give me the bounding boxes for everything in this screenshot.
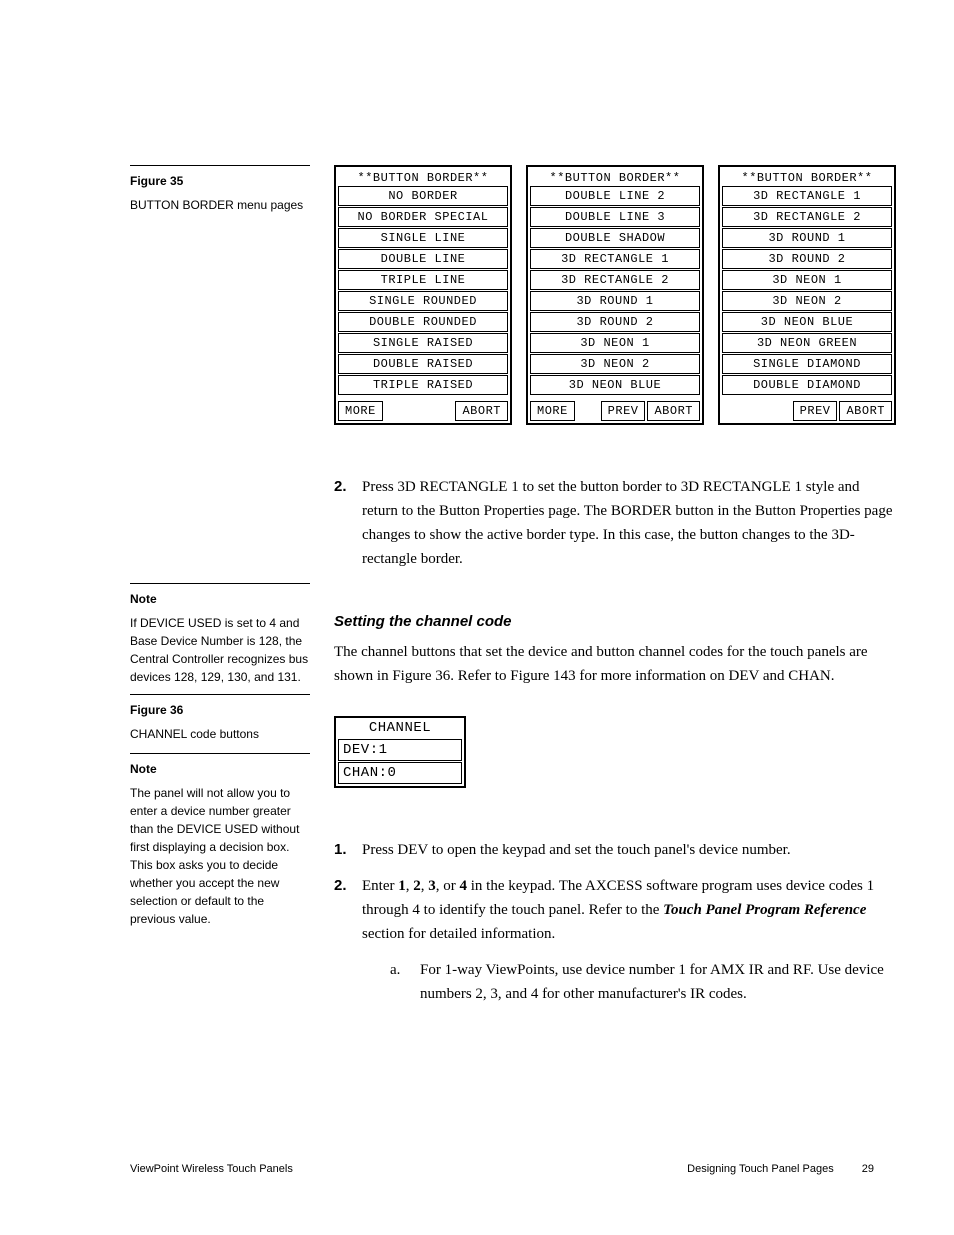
menu-title: **BUTTON BORDER**: [722, 169, 892, 185]
menu-item[interactable]: NO BORDER: [338, 186, 508, 206]
menu-item[interactable]: NO BORDER SPECIAL: [338, 207, 508, 227]
fig35-caption: BUTTON BORDER menu pages: [130, 196, 310, 214]
abort-button[interactable]: ABORT: [647, 401, 700, 421]
note1-block: Note If DEVICE USED is set to 4 and Base…: [130, 583, 310, 695]
menu-item[interactable]: SINGLE ROUNDED: [338, 291, 508, 311]
menu-item[interactable]: SINGLE DIAMOND: [722, 354, 892, 374]
menu-item[interactable]: 3D ROUND 1: [722, 228, 892, 248]
menu-item[interactable]: SINGLE LINE: [338, 228, 508, 248]
menu-item[interactable]: 3D ROUND 1: [530, 291, 700, 311]
menu-title: **BUTTON BORDER**: [530, 169, 700, 185]
menu-item[interactable]: DOUBLE LINE 3: [530, 207, 700, 227]
menu-item[interactable]: DOUBLE SHADOW: [530, 228, 700, 248]
substep-text: For 1-way ViewPoints, use device number …: [420, 958, 896, 1006]
t: , or: [436, 878, 460, 894]
abort-button[interactable]: ABORT: [839, 401, 892, 421]
step-number: 1.: [334, 838, 352, 862]
footer-section: Designing Touch Panel Pages: [687, 1163, 834, 1175]
intro-paragraph: The channel buttons that set the device …: [334, 640, 896, 688]
fig35-label: Figure 35: [130, 172, 310, 190]
subheading-channel-code: Setting the channel code: [334, 613, 896, 630]
page-grid: Figure 35 BUTTON BORDER menu pages **BUT…: [130, 165, 884, 1018]
kb-4: 4: [459, 878, 467, 894]
substep-letter: a.: [390, 958, 406, 1006]
menu-item[interactable]: 3D NEON 2: [530, 354, 700, 374]
menu-item[interactable]: 3D NEON 1: [530, 333, 700, 353]
dev-button[interactable]: DEV:1: [338, 739, 462, 761]
menu-item[interactable]: TRIPLE LINE: [338, 270, 508, 290]
menu-title: **BUTTON BORDER**: [338, 169, 508, 185]
kb-3: 3: [428, 878, 436, 894]
menu-item[interactable]: 3D NEON BLUE: [722, 312, 892, 332]
menu-footer: PREV ABORT: [722, 401, 892, 421]
step-text: Press 3D RECTANGLE 1 to set the button b…: [362, 475, 896, 571]
prev-button[interactable]: PREV: [601, 401, 646, 421]
menu-item[interactable]: 3D RECTANGLE 2: [530, 270, 700, 290]
menu-item[interactable]: 3D NEON GREEN: [722, 333, 892, 353]
menu-panel-3: **BUTTON BORDER** 3D RECTANGLE 1 3D RECT…: [718, 165, 896, 425]
menu-item[interactable]: 3D ROUND 2: [722, 249, 892, 269]
page-footer: ViewPoint Wireless Touch Panels Designin…: [130, 1163, 874, 1175]
fig36-caption: CHANNEL code buttons: [130, 725, 310, 743]
fig36-label: Figure 36: [130, 701, 310, 719]
menu-footer: MORE PREV ABORT: [530, 401, 700, 421]
menu-item[interactable]: TRIPLE RAISED: [338, 375, 508, 395]
step-2: 2. Press 3D RECTANGLE 1 to set the butto…: [334, 475, 896, 571]
fig35-block: Figure 35 BUTTON BORDER menu pages: [130, 165, 310, 214]
page-number: 29: [862, 1163, 874, 1175]
note-text: If DEVICE USED is set to 4 and Base Devi…: [130, 614, 310, 686]
menu-item[interactable]: 3D ROUND 2: [530, 312, 700, 332]
more-button[interactable]: MORE: [530, 401, 575, 421]
footer-left: ViewPoint Wireless Touch Panels: [130, 1163, 293, 1175]
note2-block: Note The panel will not allow you to ent…: [130, 753, 310, 928]
step-number: 2.: [334, 475, 352, 571]
spacer: [577, 401, 599, 421]
t: Enter: [362, 878, 398, 894]
menu-item[interactable]: 3D NEON 2: [722, 291, 892, 311]
note-label: Note: [130, 760, 310, 778]
menu-item[interactable]: DOUBLE LINE 2: [530, 186, 700, 206]
spacer: [722, 401, 791, 421]
fig36-block: Figure 36 CHANNEL code buttons: [130, 701, 310, 743]
menu-item[interactable]: 3D RECTANGLE 2: [722, 207, 892, 227]
menu-item[interactable]: DOUBLE ROUNDED: [338, 312, 508, 332]
step-2b: 2. Enter 1, 2, 3, or 4 in the keypad. Th…: [334, 874, 896, 1006]
menu-panel-1: **BUTTON BORDER** NO BORDER NO BORDER SP…: [334, 165, 512, 425]
step-text: Enter 1, 2, 3, or 4 in the keypad. The A…: [362, 874, 896, 1006]
menu-item[interactable]: DOUBLE DIAMOND: [722, 375, 892, 395]
channel-box: CHANNEL DEV:1 CHAN:0: [334, 716, 466, 788]
main-block-2: Setting the channel code The channel but…: [334, 583, 896, 1018]
menu-item[interactable]: 3D NEON BLUE: [530, 375, 700, 395]
step-text: Press DEV to open the keypad and set the…: [362, 838, 896, 862]
footer-right: Designing Touch Panel Pages 29: [687, 1163, 874, 1175]
note-text: The panel will not allow you to enter a …: [130, 784, 310, 928]
kb-2: 2: [413, 878, 421, 894]
menu-item[interactable]: SINGLE RAISED: [338, 333, 508, 353]
main: **BUTTON BORDER** NO BORDER NO BORDER SP…: [334, 165, 896, 583]
step-number: 2.: [334, 874, 352, 1006]
abort-button[interactable]: ABORT: [455, 401, 508, 421]
chan-button[interactable]: CHAN:0: [338, 762, 462, 784]
prev-button[interactable]: PREV: [793, 401, 838, 421]
note-label: Note: [130, 590, 310, 608]
t: section for detailed information.: [362, 926, 555, 942]
step-1b: 1. Press DEV to open the keypad and set …: [334, 838, 896, 862]
substep-a: a. For 1-way ViewPoints, use device numb…: [390, 958, 896, 1006]
menu-item[interactable]: 3D RECTANGLE 1: [722, 186, 892, 206]
spacer: [385, 401, 454, 421]
menu-item[interactable]: 3D NEON 1: [722, 270, 892, 290]
channel-title: CHANNEL: [338, 720, 462, 738]
kb-1: 1: [398, 878, 406, 894]
menu-item[interactable]: DOUBLE LINE: [338, 249, 508, 269]
sidebar: Figure 35 BUTTON BORDER menu pages: [130, 165, 310, 583]
menu-panel-2: **BUTTON BORDER** DOUBLE LINE 2 DOUBLE L…: [526, 165, 704, 425]
reference-title: Touch Panel Program Reference: [663, 902, 866, 918]
menu-footer: MORE ABORT: [338, 401, 508, 421]
sidebar-block-2: Note If DEVICE USED is set to 4 and Base…: [130, 583, 310, 1018]
more-button[interactable]: MORE: [338, 401, 383, 421]
menu-item[interactable]: 3D RECTANGLE 1: [530, 249, 700, 269]
button-border-menus: **BUTTON BORDER** NO BORDER NO BORDER SP…: [334, 165, 896, 425]
menu-item[interactable]: DOUBLE RAISED: [338, 354, 508, 374]
